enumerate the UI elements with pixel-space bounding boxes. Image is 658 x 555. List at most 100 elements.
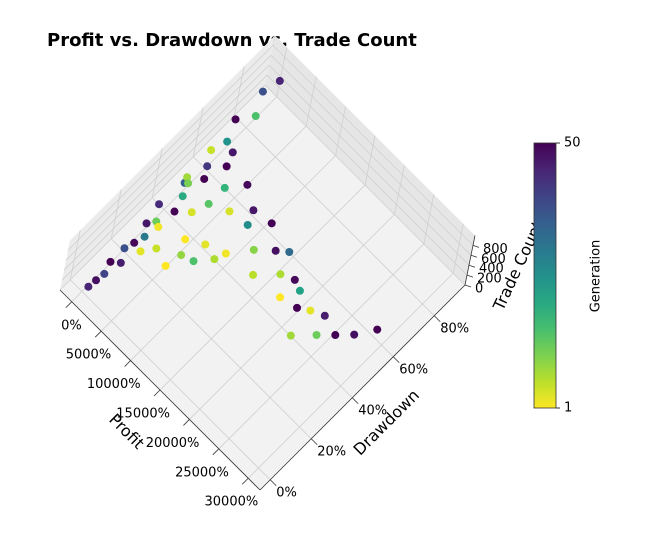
point	[152, 244, 161, 253]
point	[286, 331, 295, 340]
point	[183, 173, 192, 182]
point	[210, 255, 219, 264]
y-tick-label: 80%	[440, 321, 469, 336]
point	[130, 238, 139, 247]
point	[290, 275, 299, 284]
point	[106, 257, 115, 266]
grid-line	[59, 84, 466, 291]
point	[92, 276, 101, 285]
y-tick	[351, 397, 359, 405]
point	[154, 222, 163, 231]
point	[222, 162, 231, 171]
point	[275, 76, 284, 85]
colorbar	[533, 142, 557, 409]
y-tick-label: 40%	[358, 403, 387, 418]
colorbar-tick-label: 50	[564, 136, 581, 151]
y-tick	[433, 315, 441, 323]
point	[373, 325, 382, 334]
point	[221, 249, 230, 258]
point	[220, 183, 229, 192]
z-tick	[464, 284, 472, 288]
point	[140, 232, 149, 241]
point	[136, 247, 145, 256]
x-tick-label: 10000%	[87, 377, 141, 392]
point	[225, 207, 234, 216]
x-tick	[241, 477, 249, 485]
point	[189, 257, 198, 266]
point	[181, 235, 190, 244]
y-tick-label: 0%	[276, 485, 297, 500]
point	[258, 87, 267, 96]
x-tick-label: 30000%	[205, 495, 259, 510]
point	[231, 115, 240, 124]
x-axis-line	[59, 289, 261, 491]
z-tick	[468, 264, 476, 268]
point	[243, 180, 252, 189]
z-axis-line	[464, 235, 476, 286]
point	[295, 286, 304, 295]
point	[178, 192, 187, 201]
point	[201, 240, 210, 249]
point	[184, 179, 193, 188]
colorbar-label: Generation	[589, 240, 604, 313]
point	[155, 200, 164, 209]
z-tick-label: 600	[481, 252, 506, 267]
grid-line	[63, 64, 470, 271]
point	[100, 269, 109, 278]
point	[350, 330, 359, 339]
colorbar-tick-label: 1	[564, 401, 572, 416]
z-tick	[466, 274, 474, 278]
y-tick-label: 20%	[317, 444, 346, 459]
point	[228, 148, 237, 157]
point	[161, 261, 170, 270]
point	[116, 258, 125, 267]
point	[285, 248, 294, 257]
y-tick	[392, 356, 400, 364]
chart-title: Profit vs. Drawdown vs. Trade Count	[47, 30, 417, 51]
point	[276, 293, 285, 302]
point	[267, 219, 276, 228]
z-tick-label: 0	[475, 282, 483, 297]
x-tick	[212, 448, 220, 456]
x-tick-label: 25000%	[175, 465, 229, 480]
x-tick-label: 5000%	[66, 348, 111, 363]
x-tick-label: 15000%	[116, 407, 170, 422]
x-tick	[65, 301, 73, 309]
point	[120, 244, 129, 253]
point	[177, 251, 186, 260]
x-tick	[153, 389, 161, 397]
grid-line	[65, 54, 472, 261]
point	[170, 207, 179, 216]
z-tick	[470, 254, 478, 258]
grid-line	[61, 74, 468, 281]
point	[312, 330, 321, 339]
x-tick	[94, 330, 102, 338]
point	[200, 174, 209, 183]
x-tick	[124, 360, 131, 367]
y-tick	[310, 438, 318, 446]
point	[271, 246, 280, 255]
point	[320, 311, 329, 320]
y-tick	[269, 479, 277, 487]
point	[203, 162, 212, 171]
z-tick	[472, 245, 480, 248]
x-tick-label: 0%	[61, 318, 82, 333]
point	[84, 282, 93, 291]
point	[249, 206, 258, 215]
x-tick-label: 20000%	[146, 436, 200, 451]
point	[276, 270, 285, 279]
point	[251, 112, 260, 121]
y-tick-label: 60%	[399, 362, 428, 377]
point	[204, 199, 213, 208]
point	[306, 306, 315, 315]
point	[331, 331, 340, 340]
point	[293, 303, 302, 312]
z-tick-label: 200	[477, 272, 502, 287]
point	[243, 220, 252, 229]
point	[249, 245, 258, 254]
point	[142, 219, 151, 228]
point	[223, 137, 232, 146]
y-axis-label: Drawdown	[350, 386, 424, 460]
point	[249, 270, 258, 279]
